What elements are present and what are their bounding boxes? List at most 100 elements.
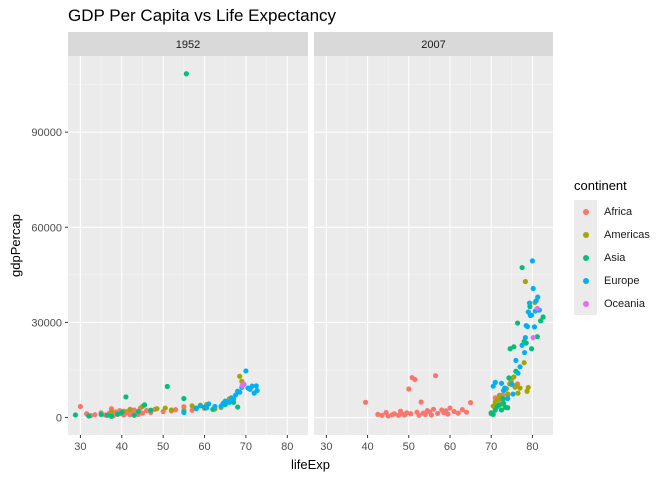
data-point-europe — [530, 285, 536, 292]
data-point-europe — [492, 379, 498, 385]
data-point-europe — [249, 383, 255, 389]
y-tick-label: 60000 — [31, 222, 62, 234]
x-tick-label: 60 — [444, 441, 456, 453]
data-point-asia — [511, 344, 517, 350]
data-point-africa — [391, 411, 397, 417]
data-point-asia — [235, 404, 241, 410]
data-point-asia — [104, 412, 110, 418]
legend-title: continent — [574, 178, 627, 193]
data-point-americas — [494, 397, 500, 403]
data-point-europe — [502, 385, 508, 391]
data-point-europe — [204, 405, 210, 411]
legend-label: Europe — [604, 274, 640, 287]
data-point-africa — [445, 411, 451, 417]
data-point-oceania — [534, 305, 540, 312]
data-point-europe — [531, 324, 538, 330]
legend-dot-icon — [582, 277, 589, 284]
x-tick-label: 70 — [485, 441, 497, 453]
data-point-asia — [115, 411, 121, 417]
data-point-asia — [506, 375, 512, 381]
data-point-europe — [222, 398, 228, 404]
data-point-africa — [455, 410, 461, 416]
data-point-oceania — [240, 381, 247, 387]
data-point-europe — [521, 349, 528, 356]
facet-strip — [314, 32, 553, 56]
x-tick-label: 80 — [526, 441, 538, 453]
legend-dot-icon — [582, 231, 589, 238]
legend-item-asia: Asia — [574, 246, 650, 269]
data-point-asia — [505, 405, 511, 411]
data-point-americas — [517, 385, 523, 391]
legend-items: Africa Americas Asia Europe Oceania — [574, 200, 650, 315]
x-tick-label: 30 — [74, 441, 86, 453]
y-tick-label: 90000 — [31, 127, 62, 139]
legend-item-europe: Europe — [574, 269, 650, 292]
data-point-africa — [447, 405, 453, 411]
data-point-asia — [534, 334, 540, 340]
legend: continent Africa Americas Asia Europe Oceani… — [574, 178, 650, 315]
data-point-europe — [517, 364, 523, 370]
data-point-americas — [511, 374, 517, 380]
chart-title: GDP Per Capita vs Life Expectancy — [68, 6, 337, 25]
data-point-asia — [500, 396, 506, 402]
data-point-africa — [362, 399, 369, 405]
data-point-asia — [498, 407, 505, 413]
data-point-africa — [451, 408, 457, 415]
data-point-africa — [467, 400, 474, 406]
data-point-americas — [505, 391, 511, 397]
legend-label: Americas — [604, 228, 650, 241]
facet-label: 1952 — [176, 39, 200, 51]
legend-item-americas: Americas — [574, 223, 650, 246]
panel-background — [68, 56, 308, 435]
legend-label: Oceania — [604, 297, 645, 310]
data-point-africa — [144, 407, 150, 414]
data-point-europe — [529, 258, 535, 264]
data-point-africa — [385, 413, 391, 419]
data-point-americas — [189, 403, 195, 409]
data-point-africa — [375, 411, 381, 417]
data-point-asia — [496, 402, 503, 408]
legend-key — [574, 269, 597, 292]
x-tick-label: 50 — [157, 441, 169, 453]
data-point-asia — [123, 394, 129, 400]
data-point-europe — [253, 383, 259, 389]
data-point-africa — [422, 411, 428, 417]
data-point-asia — [540, 314, 546, 320]
data-point-africa — [416, 412, 422, 418]
data-point-asia — [98, 411, 104, 417]
data-point-americas — [237, 373, 243, 379]
data-point-europe — [522, 335, 528, 341]
data-point-asia — [119, 409, 125, 416]
data-point-asia — [519, 264, 525, 271]
data-point-asia — [523, 340, 529, 346]
x-tick-label: 80 — [281, 441, 293, 453]
data-point-europe — [515, 370, 521, 376]
data-point-europe — [232, 392, 239, 398]
legend-dot-icon — [582, 254, 589, 261]
data-point-europe — [526, 300, 533, 306]
data-point-americas — [513, 382, 519, 389]
data-point-africa — [430, 406, 437, 412]
data-point-africa — [428, 412, 435, 418]
data-point-europe — [197, 403, 204, 409]
legend-key — [574, 292, 597, 315]
data-point-asia — [514, 320, 521, 326]
data-point-asia — [72, 412, 79, 418]
data-point-africa — [395, 412, 402, 418]
data-point-europe — [243, 368, 249, 374]
data-point-europe — [206, 401, 212, 407]
data-point-asia — [148, 407, 154, 413]
data-point-europe — [237, 389, 243, 395]
data-point-americas — [162, 405, 168, 411]
y-tick-label: 30000 — [31, 317, 62, 329]
data-point-europe — [226, 399, 232, 405]
legend-dot-icon — [582, 300, 589, 307]
data-point-europe — [490, 383, 496, 389]
data-point-americas — [522, 278, 528, 285]
x-tick-label: 60 — [198, 441, 210, 453]
data-point-africa — [92, 412, 98, 418]
legend-dot-icon — [582, 208, 589, 215]
data-point-americas — [525, 384, 531, 391]
x-tick-label: 40 — [361, 441, 373, 453]
